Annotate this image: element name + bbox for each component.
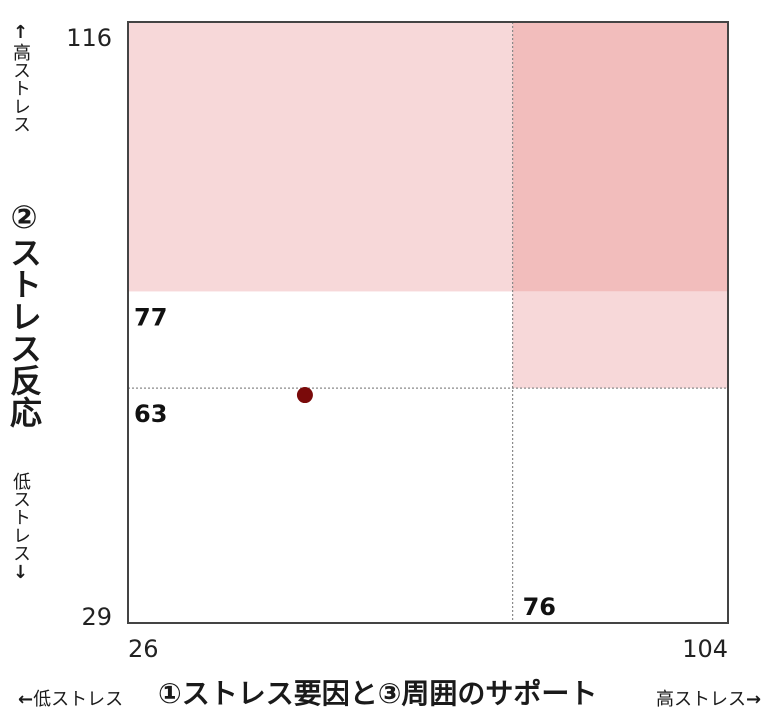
y-high-hint-text: 高ストレス — [10, 43, 31, 133]
threshold-label-y-low: 63 — [134, 400, 167, 428]
x-low-hint: ←低ストレス — [18, 685, 123, 711]
y-low-hint-text: 低ストレス — [10, 472, 31, 562]
x-axis-title: ①ストレス要因と③周囲のサポート — [158, 677, 598, 710]
x-tick-max: 104 — [682, 635, 728, 663]
threshold-lines — [128, 22, 728, 623]
data-points — [296, 387, 313, 404]
threshold-label-y-high: 77 — [134, 303, 167, 331]
data-point-1 — [296, 387, 313, 404]
y-low-hint: 低ストレス↓ — [4, 472, 32, 583]
x-low-hint-text: 低ストレス — [33, 689, 124, 710]
y-axis-title: ②ストレス反応 — [5, 198, 43, 428]
y-tick-max: 116 — [66, 24, 112, 52]
risk-region-2 — [512, 22, 728, 292]
arrow-left-icon: ← — [18, 689, 34, 710]
threshold-label-x: 76 — [523, 593, 556, 621]
risk-region-1 — [128, 22, 513, 292]
risk-regions — [128, 22, 728, 389]
arrow-down-icon: ↓ — [10, 562, 31, 583]
x-high-hint: 高ストレス→ — [656, 685, 761, 711]
risk-region-3 — [512, 291, 728, 389]
arrow-right-icon: → — [746, 689, 762, 710]
arrow-up-icon: ↑ — [10, 22, 31, 43]
y-tick-min: 29 — [81, 603, 112, 631]
x-high-hint-text: 高ストレス — [656, 689, 746, 710]
plot-frame — [127, 21, 729, 624]
y-high-hint: ↑高ストレス — [4, 22, 32, 133]
x-tick-min: 26 — [128, 635, 159, 663]
